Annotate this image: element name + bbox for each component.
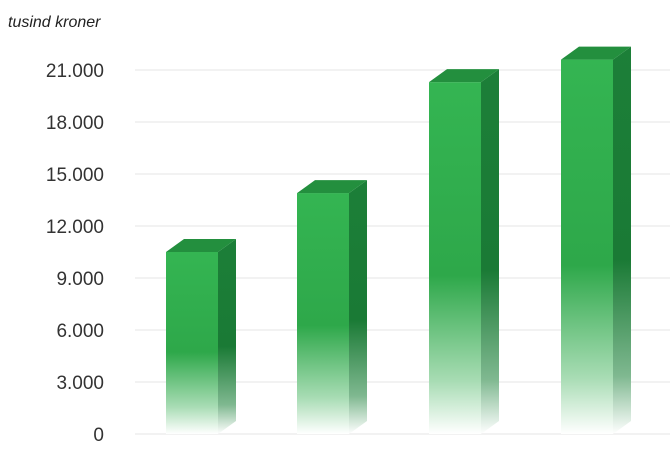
y-tick-label: 18.000 xyxy=(46,113,104,134)
bar-top xyxy=(166,239,236,252)
bar-top xyxy=(297,180,367,194)
bar xyxy=(429,69,499,434)
bar-front xyxy=(561,59,613,434)
bar-top xyxy=(429,69,499,83)
bar xyxy=(297,180,367,434)
y-tick-label: 6.000 xyxy=(56,321,104,342)
bar-side xyxy=(613,46,631,434)
bar-top xyxy=(561,46,631,60)
bar xyxy=(166,239,236,434)
y-tick-label: 0 xyxy=(93,425,104,446)
bar-side xyxy=(218,239,236,434)
bar-front xyxy=(166,252,218,434)
bar-side xyxy=(481,69,499,434)
bar xyxy=(561,46,631,434)
y-tick-label: 15.000 xyxy=(46,165,104,186)
y-tick-label: 3.000 xyxy=(56,373,104,394)
bar-side xyxy=(349,180,367,434)
y-tick-label: 21.000 xyxy=(46,61,104,82)
y-tick-label: 9.000 xyxy=(56,269,104,290)
bar-front xyxy=(429,82,481,434)
y-axis-unit-label: tusind kroner xyxy=(8,14,101,31)
y-tick-label: 12.000 xyxy=(46,217,104,238)
bar-front xyxy=(297,193,349,434)
